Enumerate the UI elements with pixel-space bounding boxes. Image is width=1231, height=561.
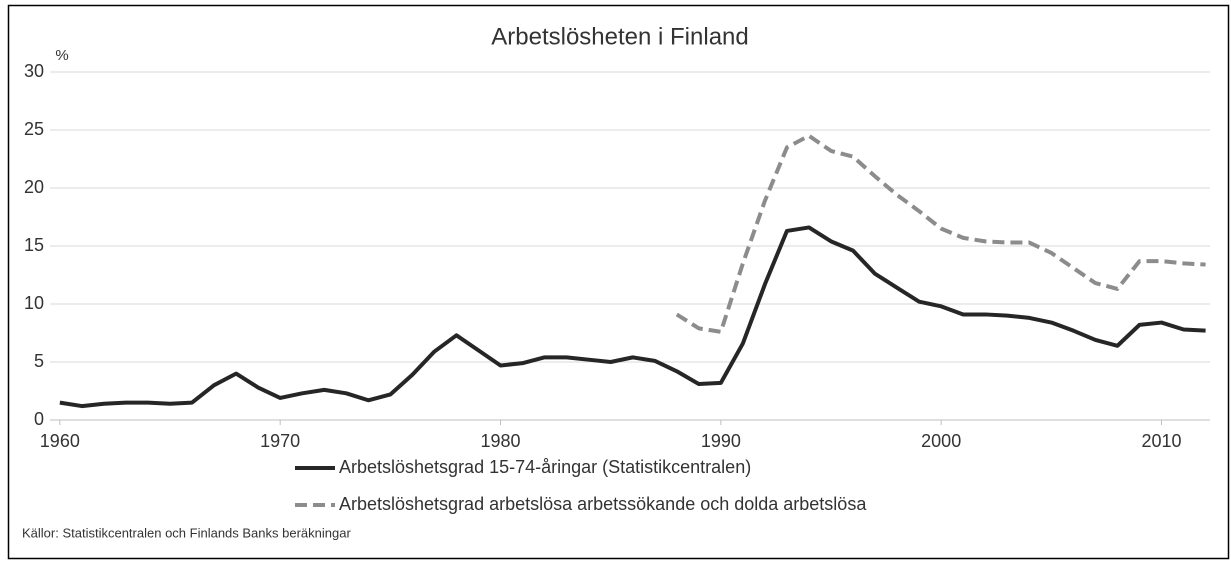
y-tick-label: 5 <box>34 351 44 371</box>
legend-label: Arbetslöshetsgrad arbetslösa arbetssökan… <box>339 494 867 514</box>
x-tick-label: 1990 <box>701 431 741 451</box>
data-line <box>675 133 1206 334</box>
y-tick-label: 0 <box>34 409 44 429</box>
source-note: Källor: Statistikcentralen och Finlands … <box>22 525 351 540</box>
x-tick-label: 1960 <box>40 431 80 451</box>
x-tick-label: 2010 <box>1142 431 1182 451</box>
frame <box>7 4 1230 560</box>
y-tick-label: 15 <box>24 235 44 255</box>
y-tick-label: 30 <box>24 61 44 81</box>
x-tick-label: 1970 <box>260 431 300 451</box>
data-line <box>59 225 1206 409</box>
y-tick-label: 25 <box>24 119 44 139</box>
x-tick-label: 2000 <box>921 431 961 451</box>
legend-label: Arbetslöshetsgrad 15-74-åringar (Statist… <box>339 457 751 477</box>
y-tick-label: 20 <box>24 177 44 197</box>
x-tick-label: 1980 <box>480 431 520 451</box>
y-tick-label: 10 <box>24 293 44 313</box>
y-unit: % <box>55 47 68 64</box>
chart-title: Arbetslösheten i Finland <box>491 23 748 50</box>
